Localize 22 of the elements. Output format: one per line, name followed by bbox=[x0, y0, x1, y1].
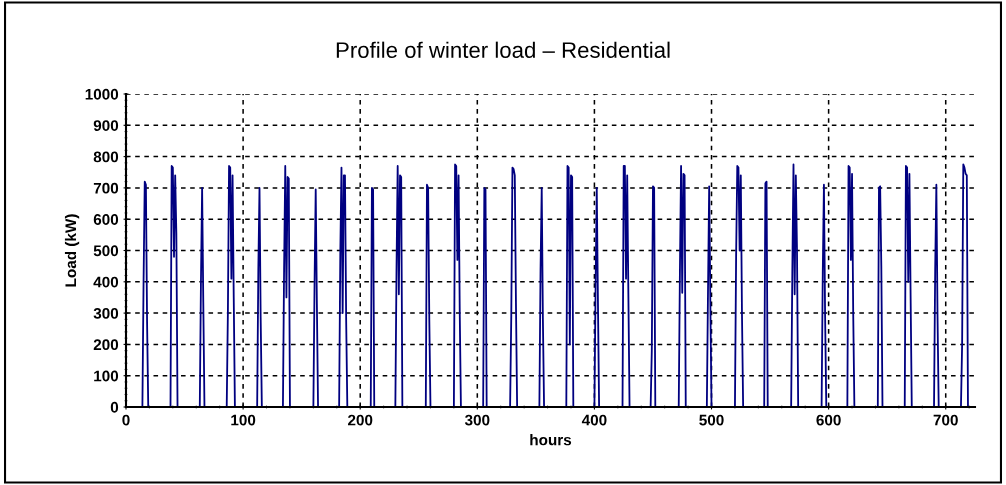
y-tick-label: 100 bbox=[94, 370, 119, 382]
x-tick-label: 300 bbox=[464, 414, 490, 426]
x-tick-label: 100 bbox=[231, 414, 256, 426]
y-tick-label: 1000 bbox=[85, 88, 119, 100]
y-tick-label: 500 bbox=[93, 245, 119, 257]
y-tick-label: 0 bbox=[110, 401, 119, 413]
y-tick-label: 300 bbox=[93, 307, 119, 319]
x-tick-label: 600 bbox=[816, 414, 841, 426]
x-tick-label: 200 bbox=[347, 414, 373, 426]
x-tick-label: 500 bbox=[699, 414, 724, 426]
y-axis-title: Load (kW) bbox=[64, 214, 80, 287]
chart-title: Profile of winter load – Residential bbox=[336, 41, 670, 58]
x-tick-label: 400 bbox=[581, 414, 607, 426]
x-tick-label: 700 bbox=[933, 414, 958, 426]
y-tick-label: 200 bbox=[93, 339, 119, 351]
y-tick-label: 400 bbox=[93, 276, 119, 288]
x-tick-label: 0 bbox=[122, 414, 130, 426]
y-tick-label: 700 bbox=[93, 182, 119, 194]
x-axis-title: hours bbox=[530, 434, 572, 446]
y-tick-label: 600 bbox=[93, 214, 119, 225]
y-tick-label: 900 bbox=[93, 120, 119, 131]
y-tick-label: 800 bbox=[93, 151, 119, 163]
